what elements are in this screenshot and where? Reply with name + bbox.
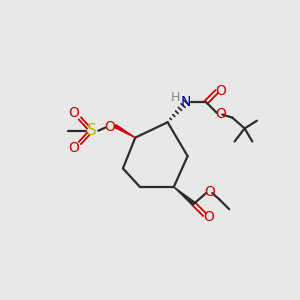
Polygon shape — [115, 125, 135, 138]
Text: N: N — [181, 95, 191, 109]
Polygon shape — [174, 187, 195, 205]
Text: O: O — [68, 141, 79, 155]
Text: H: H — [171, 91, 180, 104]
Text: S: S — [87, 123, 97, 138]
Text: O: O — [205, 184, 215, 199]
Text: O: O — [215, 107, 226, 121]
Text: O: O — [203, 210, 214, 224]
Text: O: O — [68, 106, 79, 120]
Text: O: O — [215, 84, 226, 98]
Text: O: O — [104, 120, 115, 134]
